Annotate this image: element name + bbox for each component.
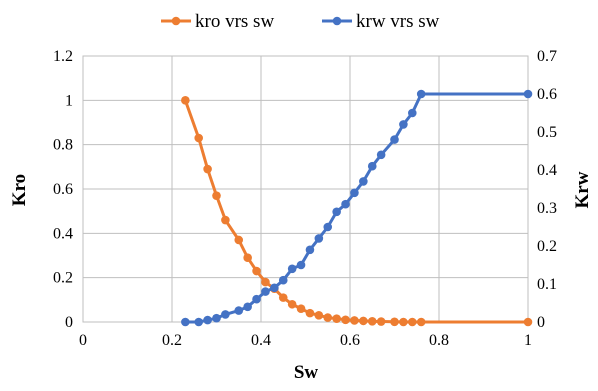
- legend-label: krw vrs sw: [356, 11, 440, 32]
- data-point: [359, 316, 368, 326]
- x-tick-label: 0: [79, 332, 87, 349]
- data-point: [270, 283, 279, 293]
- y-left-tick-label: 0.4: [53, 225, 73, 242]
- data-point: [314, 311, 324, 320]
- y-right-tick-label: 0.5: [537, 124, 557, 141]
- series-0: [181, 96, 533, 327]
- x-tick-label: 0.8: [429, 332, 449, 349]
- data-point: [376, 150, 386, 160]
- data-point: [234, 235, 244, 245]
- data-point: [261, 287, 270, 296]
- legend-item: krw vrs sw: [322, 11, 440, 32]
- data-point: [212, 191, 221, 200]
- data-point: [278, 293, 288, 302]
- data-point: [390, 135, 399, 144]
- data-point: [323, 222, 333, 232]
- data-point: [181, 317, 190, 327]
- data-point: [350, 188, 359, 198]
- x-tick-label: 1: [524, 332, 532, 349]
- data-point: [408, 317, 417, 327]
- series-1: [181, 89, 533, 327]
- series-layer: [181, 89, 533, 327]
- data-point: [194, 133, 203, 143]
- tick-labels: 0 0.2 0.4 0.6 0.8 100.20.40.60.811.200.10.20.…: [53, 48, 557, 349]
- data-point: [416, 89, 426, 99]
- data-point: [203, 315, 212, 325]
- data-point: [399, 317, 408, 327]
- data-point: [323, 313, 333, 322]
- grid: [82, 55, 529, 323]
- legend-swatch-marker: [332, 16, 342, 26]
- data-point: [278, 275, 288, 285]
- data-point: [287, 299, 297, 309]
- data-point: [390, 317, 399, 327]
- data-point: [341, 199, 350, 209]
- data-point: [416, 317, 426, 327]
- legend-item: kro vrs sw: [161, 11, 274, 32]
- data-point: [305, 308, 315, 318]
- data-point: [341, 315, 350, 325]
- data-point: [367, 317, 377, 326]
- x-tick-label: 0.6: [340, 332, 360, 349]
- x-tick-label: 0.2: [162, 332, 182, 349]
- data-point: [359, 177, 368, 186]
- data-point: [399, 120, 408, 129]
- data-point: [203, 164, 212, 174]
- y-left-tick-label: 0.2: [53, 270, 73, 287]
- data-point: [523, 317, 533, 327]
- y-right-axis-title: Krw: [572, 171, 593, 208]
- data-point: [234, 306, 244, 315]
- legend: kro vrs sw krw vrs sw: [161, 11, 440, 32]
- y-left-tick-label: 1: [65, 92, 73, 109]
- series-line: [183, 99, 528, 324]
- data-point: [194, 317, 203, 327]
- y-right-tick-label: 0.4: [537, 162, 557, 179]
- data-point: [252, 294, 261, 304]
- data-point: [243, 253, 252, 263]
- data-point: [243, 302, 252, 312]
- data-point: [332, 314, 341, 323]
- data-point: [523, 89, 533, 99]
- data-point: [296, 260, 306, 270]
- data-point: [314, 234, 324, 243]
- data-point: [221, 310, 230, 319]
- data-point: [261, 277, 270, 287]
- data-point: [252, 266, 261, 276]
- data-point: [367, 161, 377, 171]
- legend-swatch-marker: [171, 16, 181, 26]
- data-point: [212, 313, 221, 323]
- data-point: [221, 215, 230, 225]
- y-left-axis-title: Kro: [9, 174, 30, 206]
- y-right-tick-label: 0.7: [537, 48, 557, 65]
- y-right-tick-label: 0.1: [537, 276, 557, 293]
- y-right-tick-label: 0.3: [537, 200, 557, 217]
- data-point: [287, 264, 297, 274]
- data-point: [408, 108, 417, 118]
- data-point: [296, 304, 306, 314]
- y-right-tick-label: 0.2: [537, 238, 557, 255]
- x-tick-label: 0.4: [251, 332, 271, 349]
- data-point: [305, 245, 315, 255]
- data-point: [181, 96, 190, 105]
- data-point: [350, 316, 359, 325]
- legend-label: kro vrs sw: [195, 11, 274, 32]
- y-left-tick-label: 1.2: [53, 48, 73, 65]
- y-right-tick-label: 0.6: [537, 86, 557, 103]
- data-point: [332, 207, 341, 217]
- series-line: [185, 92, 528, 324]
- y-left-tick-label: 0: [65, 314, 73, 331]
- data-point: [376, 317, 386, 326]
- y-right-tick-label: 0: [537, 314, 545, 331]
- x-axis-title: Sw: [294, 362, 319, 383]
- y-left-tick-label: 0.8: [53, 137, 73, 154]
- y-left-tick-label: 0.6: [53, 181, 73, 198]
